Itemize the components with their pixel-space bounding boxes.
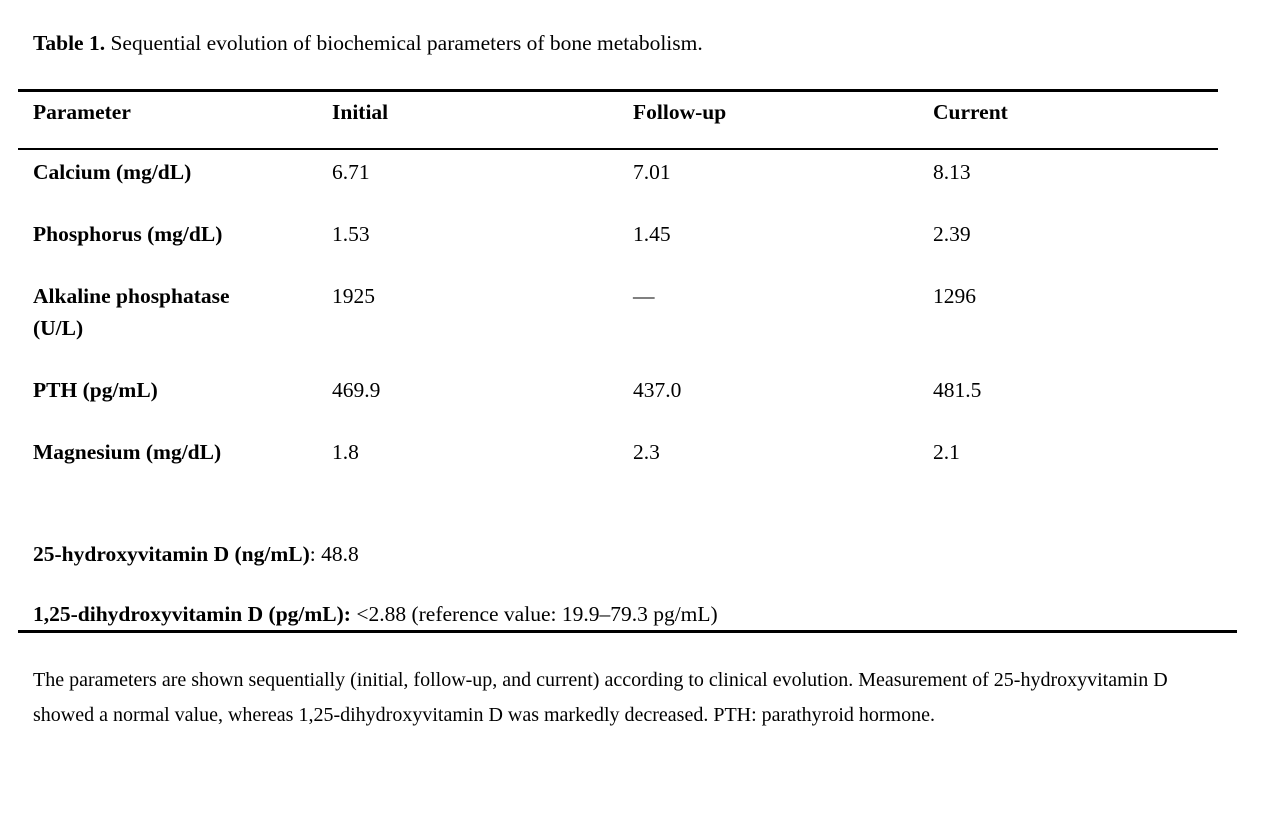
- col-header-parameter: Parameter: [18, 90, 332, 150]
- cell-current: 8.13: [933, 160, 971, 184]
- cell-current: 2.39: [933, 222, 971, 246]
- cell-parameter: Phosphorus (mg/dL): [33, 222, 223, 246]
- cell-follow-up: 2.3: [633, 440, 660, 464]
- table-row: Phosphorus (mg/dL) 1.53 1.45 2.39: [18, 212, 1218, 274]
- table-row: Magnesium (mg/dL) 1.8 2.3 2.1: [18, 430, 1218, 492]
- table-footnote: The parameters are shown sequentially (i…: [33, 669, 1168, 726]
- cell-follow-up: 1.45: [633, 222, 671, 246]
- cell-follow-up: —: [633, 284, 655, 308]
- cell-current: 1296: [933, 284, 976, 308]
- vitamin-results-section: 25-hydroxyvitamin D (ng/mL): 48.8 1,25-d…: [33, 538, 1237, 630]
- vitamin-result-line: 1,25-dihydroxyvitamin D (pg/mL): <2.88 (…: [33, 598, 1237, 630]
- table-bottom-rule: [18, 630, 1237, 633]
- table-header-row: Parameter Initial Follow-up Current: [18, 90, 1218, 150]
- vitamin-result-value: : 48.8: [309, 542, 359, 566]
- cell-parameter: Magnesium (mg/dL): [33, 440, 222, 464]
- cell-initial: 469.9: [332, 378, 381, 402]
- cell-follow-up: 7.01: [633, 160, 671, 184]
- col-header-current: Current: [933, 90, 1218, 150]
- cell-current: 2.1: [933, 440, 960, 464]
- table-row: Calcium (mg/dL) 6.71 7.01 8.13: [18, 149, 1218, 212]
- cell-follow-up: 437.0: [633, 378, 682, 402]
- cell-initial: 1.8: [332, 440, 359, 464]
- cell-parameter: Alkaline phosphatase (U/L): [33, 284, 230, 340]
- vitamin-result-label: 1,25-dihydroxyvitamin D (pg/mL):: [33, 602, 351, 626]
- table-row: Alkaline phosphatase (U/L) 1925 — 1296: [18, 274, 1218, 368]
- document-page: Table 1. Sequential evolution of biochem…: [0, 30, 1270, 829]
- col-header-initial: Initial: [332, 90, 633, 150]
- vitamin-result-value: <2.88 (reference value: 19.9–79.3 pg/mL): [350, 602, 718, 626]
- table-caption-label: Table 1.: [33, 31, 106, 55]
- cell-parameter: Calcium (mg/dL): [33, 160, 192, 184]
- table-caption: Table 1. Sequential evolution of biochem…: [33, 30, 1237, 57]
- cell-initial: 1925: [332, 284, 375, 308]
- vitamin-result-label: 25-hydroxyvitamin D (ng/mL): [33, 542, 310, 566]
- cell-current: 481.5: [933, 378, 982, 402]
- col-header-follow-up: Follow-up: [633, 90, 933, 150]
- table-row: PTH (pg/mL) 469.9 437.0 481.5: [18, 368, 1218, 430]
- parameters-table: Parameter Initial Follow-up Current Calc…: [18, 89, 1218, 492]
- cell-parameter: PTH (pg/mL): [33, 378, 158, 402]
- vitamin-result-line: 25-hydroxyvitamin D (ng/mL): 48.8: [33, 538, 1237, 570]
- cell-initial: 1.53: [332, 222, 370, 246]
- table-caption-text: Sequential evolution of biochemical para…: [105, 31, 703, 55]
- cell-initial: 6.71: [332, 160, 370, 184]
